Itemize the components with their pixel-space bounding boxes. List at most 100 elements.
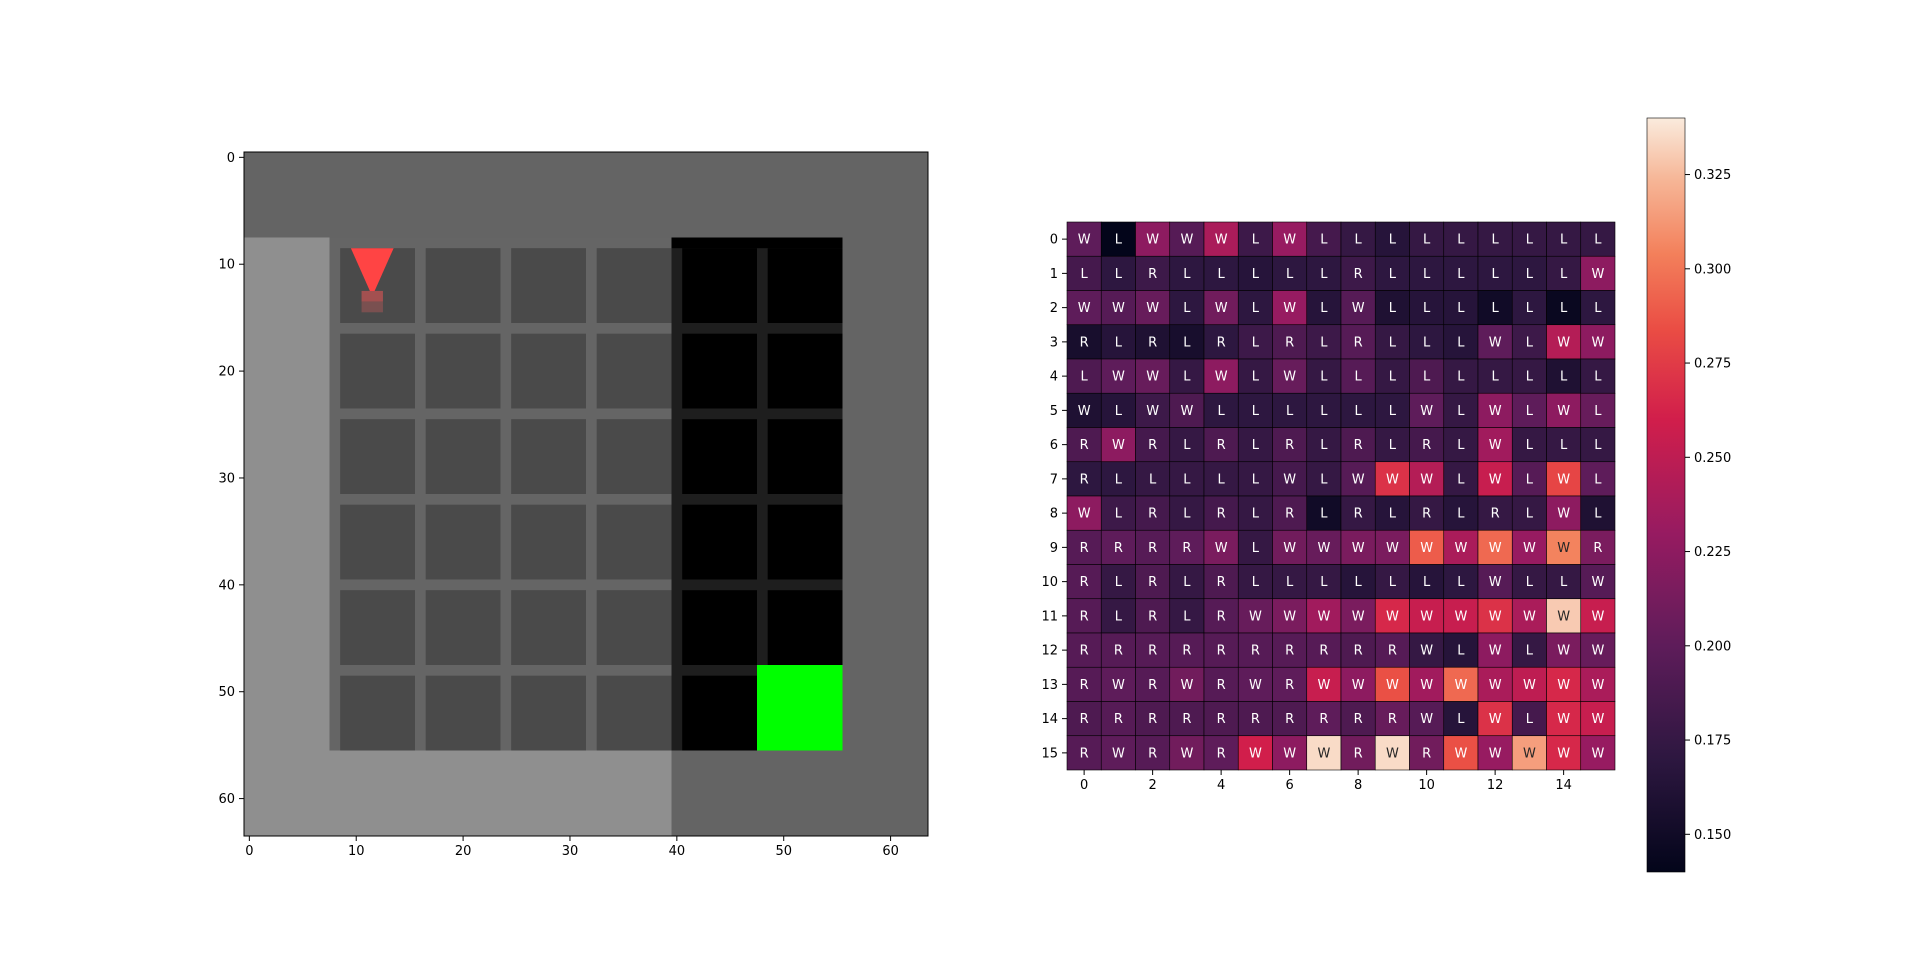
heatmap-cell <box>1100 564 1136 600</box>
heatmap-cell <box>1409 427 1445 463</box>
heatmap-cell <box>1580 735 1616 771</box>
heatmap-x-tick-label: 0 <box>1080 778 1088 793</box>
heatmap-cell <box>1203 255 1239 291</box>
floor-tile <box>511 590 586 665</box>
heatmap-cell <box>1135 221 1171 257</box>
heatmap-cell-label: W <box>1112 370 1125 385</box>
floor-tile <box>596 419 672 494</box>
heatmap-cell-label: R <box>1148 541 1157 556</box>
floor-tile <box>340 419 415 494</box>
floor-tile <box>340 333 415 409</box>
x-tick-label: 0 <box>245 844 253 859</box>
heatmap-cell-label: R <box>1080 472 1089 487</box>
heatmap-cell-label: L <box>1286 575 1294 590</box>
colorbar-tick-label: 0.150 <box>1694 828 1731 843</box>
heatmap-cell-label: W <box>1489 541 1502 556</box>
heatmap-cell-label: L <box>1389 370 1397 385</box>
heatmap-cell-label: W <box>1283 301 1296 316</box>
colorbar-tick-label: 0.325 <box>1694 168 1731 183</box>
heatmap-cell <box>1272 598 1308 634</box>
environment-render <box>244 152 928 836</box>
heatmap-y-tick-label: 13 <box>1041 678 1058 693</box>
heatmap-cell-label: L <box>1389 335 1397 350</box>
heatmap-y-tick-label: 3 <box>1050 335 1058 350</box>
heatmap-cell-label: R <box>1080 335 1089 350</box>
heatmap-cell-label: W <box>1180 404 1193 419</box>
heatmap-x-tick-label: 14 <box>1555 778 1572 793</box>
heatmap-cell-label: L <box>1320 438 1328 453</box>
colorbar-tick-label: 0.250 <box>1694 451 1731 466</box>
goal-square <box>757 665 843 751</box>
heatmap-cell <box>1306 529 1342 565</box>
heatmap-cell-label: L <box>1526 267 1534 282</box>
heatmap-cell <box>1340 598 1376 634</box>
heatmap-y-tick-label: 7 <box>1050 472 1058 487</box>
y-tick-label: 10 <box>218 258 235 273</box>
dark-tile <box>767 248 843 323</box>
heatmap-cell-label: R <box>1285 438 1294 453</box>
heatmap-cell <box>1306 461 1342 497</box>
heatmap-cell-label: R <box>1080 609 1089 624</box>
heatmap-cell-label: L <box>1594 233 1602 248</box>
heatmap-cell <box>1374 564 1410 600</box>
heatmap-cell <box>1546 598 1582 634</box>
heatmap-cell-label: L <box>1252 575 1260 590</box>
y-tick-label: 30 <box>218 471 235 486</box>
heatmap-cell-label: W <box>1420 609 1433 624</box>
heatmap-cell-label: L <box>1457 267 1465 282</box>
heatmap-cell <box>1306 701 1342 737</box>
heatmap-cell-label: L <box>1252 541 1260 556</box>
heatmap-cell <box>1477 701 1513 737</box>
heatmap-cell <box>1169 221 1205 257</box>
heatmap-cell <box>1546 255 1582 291</box>
heatmap-cell-label: L <box>1526 370 1534 385</box>
heatmap-cell <box>1066 529 1102 565</box>
heatmap-cell-label: W <box>1180 678 1193 693</box>
heatmap-cell <box>1477 255 1513 291</box>
heatmap-cell-label: L <box>1355 404 1363 419</box>
floor-tile <box>340 675 415 751</box>
heatmap-cell <box>1135 666 1171 702</box>
heatmap-cell-label: L <box>1594 438 1602 453</box>
heatmap-cell <box>1272 392 1308 428</box>
heatmap-cell-label: W <box>1489 644 1502 659</box>
heatmap-cell-label: L <box>1389 267 1397 282</box>
heatmap-cell-label: W <box>1283 472 1296 487</box>
heatmap-cell-label: L <box>1115 472 1123 487</box>
heatmap-cell <box>1237 427 1273 463</box>
heatmap-cell-label: W <box>1557 472 1570 487</box>
heatmap-cell <box>1135 495 1171 531</box>
heatmap-cell <box>1135 598 1171 634</box>
heatmap-cell <box>1203 598 1239 634</box>
heatmap-cell-label: R <box>1148 746 1157 761</box>
heatmap-cell-label: L <box>1183 472 1191 487</box>
heatmap-cell-label: L <box>1320 404 1328 419</box>
heatmap-cell-label: L <box>1526 507 1534 522</box>
heatmap-cell-label: L <box>1526 233 1534 248</box>
heatmap-cell-label: L <box>1115 233 1123 248</box>
heatmap-cell-label: L <box>1252 233 1260 248</box>
x-tick-label: 50 <box>775 844 792 859</box>
heatmap-cell-label: L <box>1115 609 1123 624</box>
heatmap-cell-label: W <box>1591 644 1604 659</box>
heatmap-cell <box>1546 495 1582 531</box>
heatmap-cell-label: W <box>1557 541 1570 556</box>
heatmap-cell-label: W <box>1489 746 1502 761</box>
image-x-axis: 0 10 20 30 40 50 60 <box>245 836 899 859</box>
heatmap-y-tick-label: 0 <box>1050 233 1058 248</box>
heatmap-cell-label: L <box>1594 370 1602 385</box>
agent-shadow <box>361 290 383 302</box>
heatmap-cell <box>1237 221 1273 257</box>
heatmap-cell <box>1443 461 1479 497</box>
heatmap-cell <box>1443 666 1479 702</box>
heatmap-cell-label: L <box>1252 472 1260 487</box>
heatmap-cell <box>1374 495 1410 531</box>
heatmap-cell-label: R <box>1217 575 1226 590</box>
dark-tile <box>682 590 757 665</box>
heatmap-cell <box>1443 632 1479 668</box>
heatmap-cell <box>1409 495 1445 531</box>
heatmap-cell-label: L <box>1560 575 1568 590</box>
heatmap-cell <box>1580 701 1616 737</box>
floor-tile <box>511 248 586 323</box>
heatmap-cell <box>1374 735 1410 771</box>
